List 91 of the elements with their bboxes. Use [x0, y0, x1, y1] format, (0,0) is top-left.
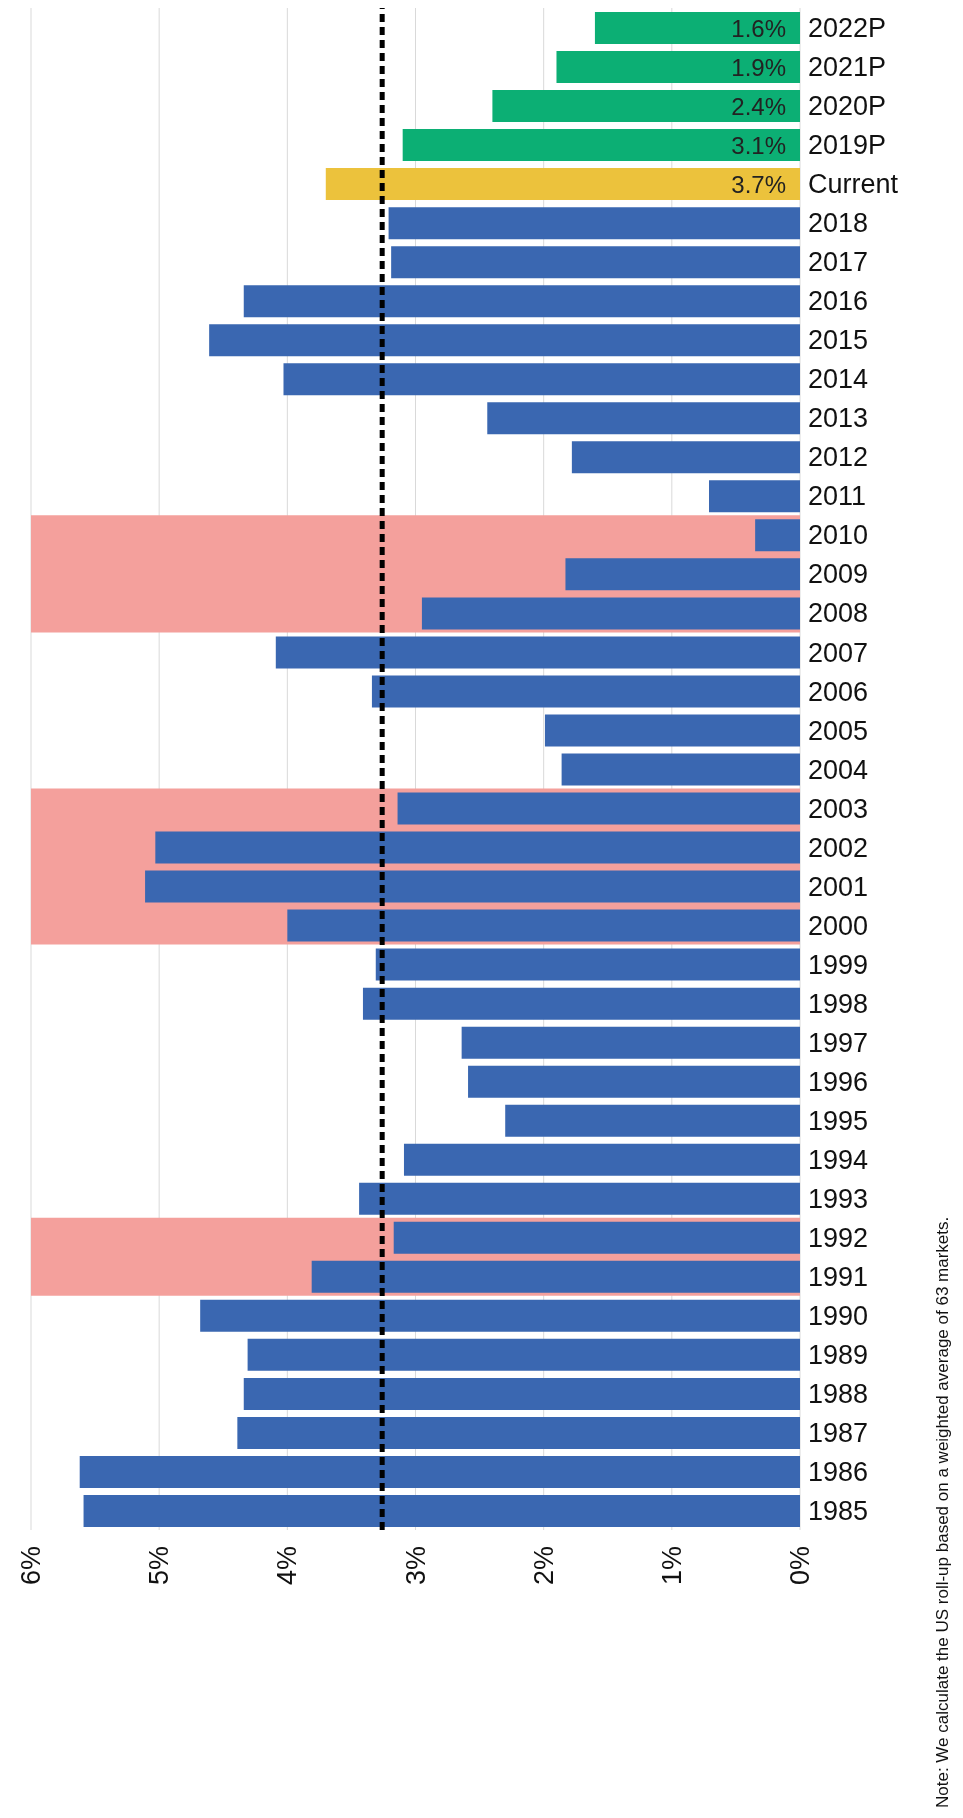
- bar: [421, 597, 800, 630]
- y-tick-label: 2018: [808, 208, 869, 239]
- y-tick-label: 2000: [808, 910, 869, 941]
- y-tick-label: 2005: [808, 715, 869, 746]
- y-tick-label: 2004: [808, 754, 869, 785]
- y-tick-label: 1986: [808, 1457, 869, 1488]
- bar: [200, 1299, 800, 1332]
- bar: [79, 1455, 800, 1488]
- bar: [487, 402, 800, 435]
- y-tick-label: Current: [808, 169, 899, 200]
- y-tick-label: 1993: [808, 1183, 869, 1214]
- y-tick-label: 2019P: [808, 130, 887, 161]
- y-tick-label: 2016: [808, 286, 869, 317]
- data-label: 1.9%: [731, 53, 786, 81]
- bar: [287, 909, 800, 942]
- y-tick-label: 1997: [808, 1027, 869, 1058]
- y-tick-label: 1992: [808, 1222, 869, 1253]
- bar: [544, 714, 800, 747]
- bar: [561, 753, 800, 786]
- bar: [388, 207, 800, 240]
- y-tick-label: 1996: [808, 1066, 869, 1097]
- x-tick-label: 2%: [528, 1546, 559, 1586]
- y-tick-label: 2012: [808, 442, 869, 473]
- bar: [403, 1143, 800, 1176]
- bar: [709, 480, 800, 513]
- y-tick-label: 1985: [808, 1496, 869, 1527]
- data-label: 1.6%: [731, 14, 786, 42]
- y-tick-label: 2022P: [808, 13, 887, 44]
- bar: [83, 1494, 800, 1527]
- y-tick-label: 2008: [808, 598, 869, 629]
- bar: [375, 948, 800, 981]
- bar: [145, 870, 800, 903]
- bar: [247, 1338, 800, 1371]
- y-tick-label: 1995: [808, 1105, 869, 1136]
- bar: [209, 324, 800, 357]
- bar: [461, 1026, 800, 1059]
- bar: [397, 792, 800, 825]
- y-tick-label: 2021P: [808, 52, 887, 83]
- bar: [155, 831, 800, 864]
- y-tick-label: 2003: [808, 793, 869, 824]
- y-tick-label: 2010: [808, 520, 869, 551]
- y-tick-label: 1998: [808, 988, 869, 1019]
- bar: [556, 51, 800, 84]
- bar: [571, 441, 800, 474]
- text: Note: We calculate the US roll-up based on a weighted average of 63 markets.: [933, 1216, 953, 1808]
- y-tick-label: 2014: [808, 364, 869, 395]
- y-tick-label: 2006: [808, 676, 869, 707]
- y-tick-label: 1999: [808, 949, 869, 980]
- data-label: 2.4%: [731, 92, 786, 120]
- y-tick-label: 2015: [808, 325, 869, 356]
- x-tick-label: 4%: [272, 1546, 303, 1586]
- bar: [594, 12, 800, 44]
- y-tick-label: 2011: [808, 481, 867, 512]
- bar: [468, 1065, 800, 1098]
- y-tick-label: 2002: [808, 832, 869, 863]
- bar: [391, 246, 800, 279]
- y-tick-label: 2001: [808, 871, 869, 902]
- y-tick-label: 1994: [808, 1144, 869, 1175]
- x-tick-label: 6%: [16, 1546, 46, 1586]
- bar: [325, 168, 800, 201]
- x-tick-label: 1%: [656, 1546, 687, 1586]
- bar: [283, 363, 800, 396]
- y-tick-label: 1991: [808, 1261, 869, 1292]
- bar: [275, 636, 800, 669]
- bar: [243, 1377, 800, 1410]
- bar: [402, 129, 800, 162]
- bar: [237, 1416, 800, 1449]
- bar: [362, 987, 800, 1020]
- y-tick-label: 2017: [808, 247, 869, 278]
- bar: [755, 519, 800, 552]
- bar: [492, 90, 800, 123]
- bar: [393, 1221, 800, 1254]
- y-tick-label: 2009: [808, 559, 869, 590]
- y-tick-label: 2007: [808, 637, 869, 668]
- y-tick-label: 1988: [808, 1379, 869, 1409]
- data-label: 3.1%: [731, 131, 786, 159]
- bar: [565, 558, 800, 591]
- x-tick-label: 3%: [400, 1546, 431, 1586]
- y-tick-label: 1987: [808, 1418, 869, 1449]
- bar: [505, 1104, 800, 1137]
- y-tick-label: 2020P: [808, 91, 887, 122]
- bar: [359, 1182, 800, 1215]
- y-tick-label: 1990: [808, 1300, 869, 1331]
- x-tick-label: 0%: [785, 1546, 815, 1586]
- y-tick-label: 1989: [808, 1339, 869, 1370]
- bar: [243, 285, 800, 318]
- bar: [371, 675, 800, 708]
- data-label: 3.7%: [731, 170, 786, 198]
- x-tick-label: 5%: [144, 1546, 175, 1586]
- y-tick-label: 2013: [808, 403, 869, 434]
- bar: [311, 1260, 800, 1293]
